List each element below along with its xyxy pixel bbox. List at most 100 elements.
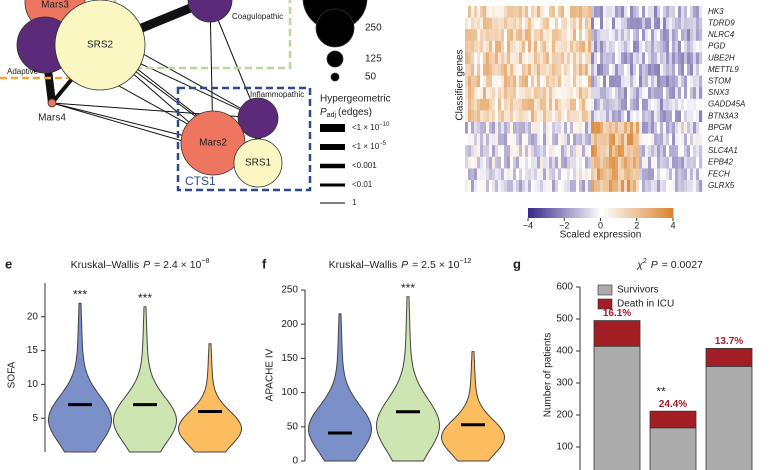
heatmap-cell bbox=[564, 122, 568, 134]
heatmap-cell bbox=[555, 133, 559, 146]
heatmap-cell bbox=[486, 87, 490, 100]
heatmap-cell bbox=[603, 87, 607, 100]
heatmap-cell bbox=[684, 145, 688, 158]
heatmap-cell bbox=[678, 52, 682, 65]
heatmap-cell bbox=[696, 87, 700, 100]
heatmap-cell bbox=[594, 64, 598, 76]
chart-title: Kruskal–Wallis P = 2.4 × 10−8 bbox=[71, 258, 210, 271]
heatmap-cell bbox=[501, 17, 505, 30]
colorbar-cell bbox=[658, 208, 662, 218]
node-label: Mars4 bbox=[38, 113, 66, 124]
heatmap-cell bbox=[555, 180, 559, 192]
heatmap-cell bbox=[699, 110, 703, 123]
heatmap-cell bbox=[543, 75, 547, 88]
heatmap-cell bbox=[603, 168, 607, 181]
heatmap-cell bbox=[486, 64, 490, 76]
heatmap-cell bbox=[642, 87, 646, 100]
heatmap-cell bbox=[510, 87, 514, 100]
gene-label: PGD bbox=[708, 42, 726, 51]
heatmap-cell bbox=[552, 110, 556, 123]
heatmap-cell bbox=[630, 122, 634, 134]
heatmap-cell bbox=[648, 110, 652, 123]
heatmap-cell bbox=[468, 110, 472, 123]
heatmap-cell bbox=[480, 145, 484, 158]
heatmap-cell bbox=[504, 156, 508, 169]
heatmap-cell bbox=[474, 6, 478, 18]
heatmap-cell bbox=[687, 75, 691, 88]
heatmap-cell bbox=[618, 87, 622, 100]
heatmap-cell bbox=[504, 98, 508, 111]
heatmap-cell bbox=[579, 29, 583, 42]
heatmap-cell bbox=[528, 122, 532, 134]
heatmap-cell bbox=[567, 75, 571, 88]
heatmap-cell bbox=[546, 133, 550, 146]
heatmap-cell bbox=[564, 6, 568, 18]
heatmap-cell bbox=[471, 133, 475, 146]
heatmap-cell bbox=[525, 122, 529, 134]
heatmap-cell bbox=[477, 168, 481, 181]
heatmap-cell bbox=[588, 122, 592, 134]
heatmap-cell bbox=[504, 168, 508, 181]
heatmap-cell bbox=[651, 133, 655, 146]
heatmap-cell bbox=[546, 17, 550, 30]
heatmap-cell bbox=[612, 110, 616, 123]
heatmap-cell bbox=[477, 52, 481, 65]
colorbar-cell bbox=[554, 208, 558, 218]
heatmap-cell bbox=[465, 180, 469, 192]
heatmap-cell bbox=[465, 133, 469, 146]
bar-segment bbox=[649, 410, 697, 429]
base: <0.01 bbox=[352, 180, 373, 189]
heatmap-cell bbox=[678, 156, 682, 169]
heatmap-cell bbox=[687, 29, 691, 42]
heatmap-cell bbox=[522, 87, 526, 100]
heatmap-cell bbox=[540, 168, 544, 181]
heatmap-cell bbox=[501, 40, 505, 53]
heatmap-cell bbox=[525, 52, 529, 65]
heatmap-cell bbox=[504, 17, 508, 30]
heatmap-cell bbox=[633, 17, 637, 30]
heatmap-cell bbox=[606, 156, 610, 169]
heatmap-cell bbox=[675, 98, 679, 111]
heatmap-cell bbox=[696, 110, 700, 123]
heatmap-cell bbox=[504, 6, 508, 18]
gene-label: HK3 bbox=[708, 7, 724, 16]
heatmap-cell bbox=[465, 52, 469, 65]
heatmap-cell bbox=[495, 168, 499, 181]
heatmap-cell bbox=[516, 75, 520, 88]
heatmap-cell bbox=[582, 6, 586, 18]
heatmap-cell bbox=[543, 122, 547, 134]
heatmap-cell bbox=[597, 52, 601, 65]
heatmap-cell bbox=[690, 180, 694, 192]
heatmap-cell bbox=[696, 180, 700, 192]
heatmap-cell bbox=[657, 156, 661, 169]
title-part: Kruskal–Wallis bbox=[329, 259, 397, 271]
heatmap-cell bbox=[573, 17, 577, 30]
gene-label: GADD45A bbox=[708, 100, 745, 109]
heatmap-cell bbox=[606, 75, 610, 88]
heatmap-cell bbox=[591, 6, 595, 18]
heatmap-cell bbox=[666, 75, 670, 88]
heatmap-cell bbox=[648, 52, 652, 65]
heatmap-cell bbox=[570, 180, 574, 192]
colorbar-cell bbox=[571, 208, 575, 218]
heatmap-cell bbox=[582, 52, 586, 65]
heatmap-cell bbox=[519, 110, 523, 123]
colorbar-cell bbox=[581, 208, 585, 218]
heatmap-cell bbox=[666, 156, 670, 169]
heatmap-cell bbox=[558, 52, 562, 65]
heatmap-cell bbox=[564, 40, 568, 53]
heatmap-cell bbox=[633, 110, 637, 123]
heatmap-cell bbox=[672, 75, 676, 88]
heatmap-cell bbox=[612, 17, 616, 30]
heatmap-cell bbox=[657, 133, 661, 146]
heatmap-cell bbox=[486, 180, 490, 192]
heatmap-cell bbox=[675, 64, 679, 76]
heatmap-cell bbox=[468, 133, 472, 146]
heatmap-cell bbox=[567, 98, 571, 111]
gene-label: METTL9 bbox=[708, 65, 739, 74]
heatmap-cell bbox=[522, 180, 526, 192]
heatmap-cell bbox=[600, 180, 604, 192]
heatmap-cell bbox=[516, 64, 520, 76]
heatmap-cell bbox=[699, 133, 703, 146]
heatmap-cell bbox=[531, 6, 535, 18]
